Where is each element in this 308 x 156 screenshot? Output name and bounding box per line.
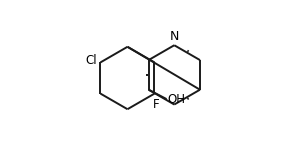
Text: Cl: Cl [85, 54, 97, 67]
Text: F: F [153, 98, 159, 110]
Text: N: N [170, 30, 179, 43]
Text: OH: OH [168, 93, 186, 106]
